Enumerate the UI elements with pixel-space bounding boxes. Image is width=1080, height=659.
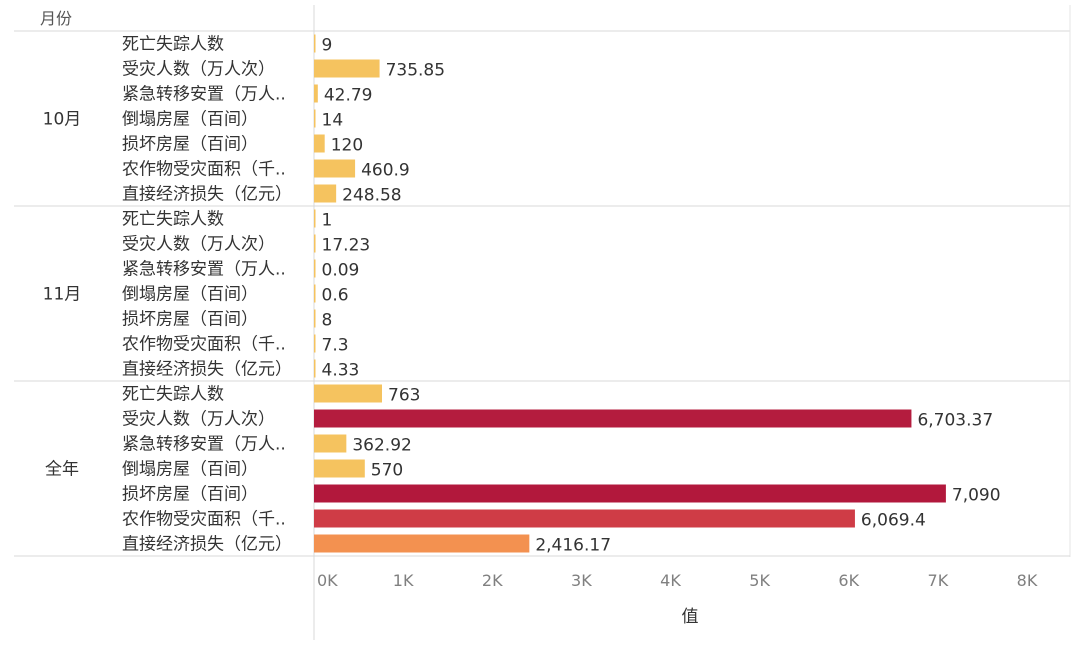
- value-label: 6,069.4: [861, 511, 926, 531]
- bar[interactable]: [314, 209, 316, 228]
- value-label: 735.85: [386, 61, 445, 81]
- value-label: 248.58: [342, 186, 401, 206]
- group-label: 10月: [43, 110, 82, 130]
- bar[interactable]: [314, 34, 316, 53]
- bar[interactable]: [314, 84, 318, 103]
- category-label: 倒塌房屋（百间）: [122, 110, 258, 130]
- row-header-label: 月份: [40, 9, 72, 28]
- value-label: 7,090: [952, 486, 1001, 506]
- category-label: 紧急转移安置（万人..: [122, 260, 286, 280]
- value-label: 14: [322, 111, 344, 131]
- value-label: 460.9: [361, 161, 410, 181]
- category-label: 损坏房屋（百间）: [122, 135, 258, 155]
- value-label: 0.09: [322, 261, 360, 281]
- bar[interactable]: [314, 159, 356, 178]
- category-label: 直接经济损失（亿元）: [122, 360, 292, 380]
- value-label: 0.6: [322, 286, 349, 306]
- value-label: 42.79: [324, 86, 373, 106]
- category-label: 损坏房屋（百间）: [122, 310, 258, 330]
- value-label: 570: [371, 461, 403, 481]
- value-label: 362.92: [352, 436, 411, 456]
- x-axis-title: 值: [682, 607, 699, 627]
- x-tick-label: 8K: [1017, 571, 1038, 590]
- bar[interactable]: [314, 309, 316, 328]
- category-label: 紧急转移安置（万人..: [122, 435, 286, 455]
- bar[interactable]: [314, 359, 316, 378]
- value-label: 1: [322, 211, 333, 231]
- bar[interactable]: [314, 459, 365, 478]
- category-label: 农作物受灾面积（千..: [122, 335, 286, 355]
- category-label: 死亡失踪人数: [122, 35, 224, 55]
- bar[interactable]: [314, 484, 946, 503]
- bar[interactable]: [314, 59, 380, 78]
- month-group: 11月 死亡失踪人数 1 受灾人数（万人次） 17.23 紧急转移安置（万人.. 0.09 倒…: [14, 209, 1070, 382]
- x-tick-label: 7K: [928, 571, 949, 590]
- bar[interactable]: [314, 434, 347, 453]
- category-label: 倒塌房屋（百间）: [122, 460, 258, 480]
- x-tick-label: 5K: [749, 571, 770, 590]
- x-tick-label: 4K: [660, 571, 681, 590]
- x-tick-label: 0K: [317, 571, 338, 590]
- bar[interactable]: [314, 409, 912, 428]
- category-label: 倒塌房屋（百间）: [122, 285, 258, 305]
- x-tick-label: 1K: [393, 571, 414, 590]
- value-label: 8: [322, 311, 333, 331]
- month-group: 10月 死亡失踪人数 9 受灾人数（万人次） 735.85 紧急转移安置（万人.. 42.7…: [14, 34, 1070, 207]
- category-label: 紧急转移安置（万人..: [122, 85, 286, 105]
- bar[interactable]: [314, 284, 316, 303]
- x-tick-label: 2K: [482, 571, 503, 590]
- bar[interactable]: [314, 259, 316, 278]
- bar[interactable]: [314, 134, 325, 153]
- bar[interactable]: [314, 384, 383, 403]
- value-label: 2,416.17: [535, 536, 611, 556]
- category-label: 直接经济损失（亿元）: [122, 185, 292, 205]
- bar[interactable]: [314, 184, 337, 203]
- bar[interactable]: [314, 109, 316, 128]
- group-label: 全年: [45, 460, 79, 480]
- value-label: 763: [388, 386, 420, 406]
- category-label: 死亡失踪人数: [122, 210, 224, 230]
- category-label: 农作物受灾面积（千..: [122, 160, 286, 180]
- category-label: 受灾人数（万人次）: [122, 235, 275, 255]
- category-label: 损坏房屋（百间）: [122, 485, 258, 505]
- category-label: 死亡失踪人数: [122, 385, 224, 405]
- bar[interactable]: [314, 534, 530, 553]
- category-label: 直接经济损失（亿元）: [122, 535, 292, 555]
- value-label: 17.23: [322, 236, 371, 256]
- category-label: 受灾人数（万人次）: [122, 410, 275, 430]
- value-label: 9: [322, 36, 333, 56]
- value-label: 120: [331, 136, 363, 156]
- bar[interactable]: [314, 234, 316, 253]
- bar[interactable]: [314, 509, 855, 528]
- value-label: 7.3: [322, 336, 349, 356]
- value-label: 4.33: [322, 361, 360, 381]
- group-label: 11月: [43, 285, 82, 305]
- x-tick-label: 6K: [838, 571, 859, 590]
- category-label: 农作物受灾面积（千..: [122, 510, 286, 530]
- x-axis: 0K 1K 2K 3K 4K 5K 6K 7K 8K: [317, 571, 1038, 590]
- bar[interactable]: [314, 334, 316, 353]
- month-group: 全年 死亡失踪人数 763 受灾人数（万人次） 6,703.37 紧急转移安置（万人.. 3…: [14, 384, 1070, 557]
- value-label: 6,703.37: [917, 411, 993, 431]
- x-tick-label: 3K: [571, 571, 592, 590]
- category-label: 受灾人数（万人次）: [122, 60, 275, 80]
